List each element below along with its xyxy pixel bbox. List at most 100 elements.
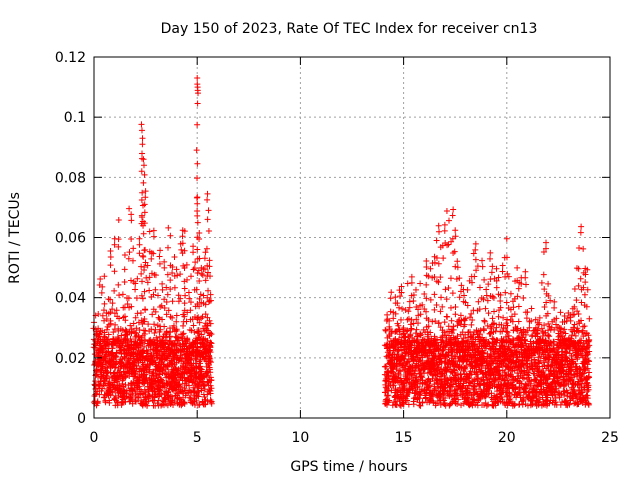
data-point xyxy=(194,194,201,201)
data-point xyxy=(383,363,390,370)
data-point xyxy=(133,325,140,332)
data-point xyxy=(586,315,593,322)
data-point xyxy=(140,179,147,186)
data-point xyxy=(441,221,448,228)
data-point xyxy=(203,245,210,252)
data-point xyxy=(136,241,143,248)
data-point xyxy=(418,373,425,380)
data-point xyxy=(175,383,182,390)
data-point xyxy=(98,289,105,296)
data-point xyxy=(405,315,412,322)
data-point xyxy=(176,381,183,388)
data-point xyxy=(546,333,553,340)
data-point xyxy=(481,276,488,283)
data-point xyxy=(137,310,144,317)
data-point xyxy=(524,309,531,316)
data-point xyxy=(479,263,486,270)
data-point xyxy=(446,388,453,395)
data-point xyxy=(204,216,211,223)
data-point xyxy=(385,392,392,399)
data-point xyxy=(483,286,490,293)
data-point xyxy=(404,280,411,287)
data-point xyxy=(384,311,391,318)
data-point xyxy=(413,326,420,333)
data-point xyxy=(408,273,415,280)
data-point xyxy=(138,127,145,134)
data-point xyxy=(112,361,119,368)
data-point xyxy=(438,370,445,377)
data-point xyxy=(567,317,574,324)
data-point xyxy=(185,289,192,296)
data-point xyxy=(163,329,170,336)
data-point xyxy=(109,388,116,395)
data-point xyxy=(449,212,456,219)
data-point xyxy=(207,359,214,366)
data-point xyxy=(159,280,166,287)
data-point xyxy=(171,284,178,291)
data-point xyxy=(145,398,152,405)
data-point xyxy=(148,255,155,262)
data-point xyxy=(201,383,208,390)
data-point xyxy=(121,278,128,285)
data-point xyxy=(192,259,199,266)
data-point xyxy=(146,366,153,373)
data-point xyxy=(392,294,399,301)
data-point xyxy=(452,311,459,318)
data-point xyxy=(107,248,114,255)
data-point xyxy=(407,321,414,328)
y-tick-label: 0.02 xyxy=(55,351,86,367)
data-point xyxy=(142,306,149,313)
data-point xyxy=(181,278,188,285)
data-points xyxy=(90,75,593,409)
data-point xyxy=(116,292,123,299)
data-point xyxy=(397,316,404,323)
data-point xyxy=(208,400,215,407)
x-tick-label: 10 xyxy=(291,430,309,446)
data-point xyxy=(485,310,492,317)
data-point xyxy=(204,190,211,197)
x-tick-label: 25 xyxy=(601,430,619,446)
data-point xyxy=(443,208,450,215)
data-point xyxy=(541,304,548,311)
data-point xyxy=(425,383,432,390)
data-point xyxy=(167,232,174,239)
data-point xyxy=(450,381,457,388)
data-point xyxy=(397,293,404,300)
data-point xyxy=(194,121,201,128)
data-point xyxy=(205,207,212,214)
data-point xyxy=(576,245,583,252)
data-point xyxy=(203,341,210,348)
data-point xyxy=(195,90,202,97)
data-point xyxy=(195,393,202,400)
data-point xyxy=(115,281,122,288)
data-point xyxy=(204,391,211,398)
y-axis-label: ROTI / TECUs xyxy=(7,192,23,284)
y-tick-label: 0 xyxy=(77,411,86,427)
data-point xyxy=(447,304,454,311)
data-point xyxy=(156,253,163,260)
data-point xyxy=(429,318,436,325)
data-point xyxy=(435,260,442,267)
data-point xyxy=(157,304,164,311)
data-point xyxy=(194,219,201,226)
data-point xyxy=(192,378,199,385)
data-point xyxy=(130,320,137,327)
data-point xyxy=(111,268,118,275)
data-point xyxy=(472,246,479,253)
data-point xyxy=(208,385,215,392)
data-point xyxy=(442,394,449,401)
data-point xyxy=(470,250,477,257)
data-point xyxy=(503,235,510,242)
data-point xyxy=(434,380,441,387)
data-point xyxy=(442,384,449,391)
data-point xyxy=(96,391,103,398)
data-point xyxy=(479,257,486,264)
data-point xyxy=(194,84,201,91)
data-point xyxy=(464,286,471,293)
data-point xyxy=(417,331,424,338)
x-tick-label: 20 xyxy=(498,430,516,446)
data-point xyxy=(487,255,494,262)
data-point xyxy=(406,298,413,305)
data-point xyxy=(416,366,423,373)
data-point xyxy=(138,121,145,128)
